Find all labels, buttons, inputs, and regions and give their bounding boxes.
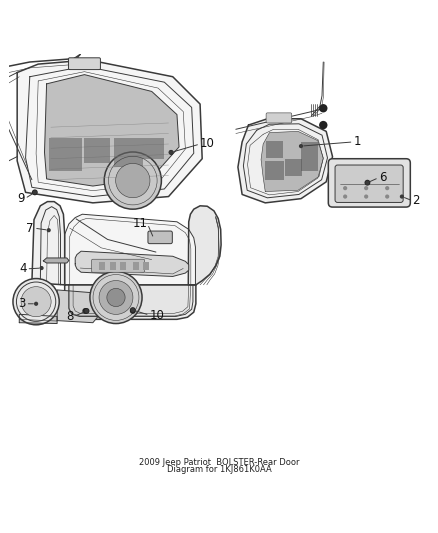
Circle shape (343, 195, 347, 199)
Polygon shape (32, 201, 65, 285)
Text: 9: 9 (17, 192, 25, 205)
Circle shape (130, 308, 136, 314)
Circle shape (385, 186, 389, 190)
Polygon shape (69, 285, 191, 316)
Circle shape (13, 279, 59, 325)
Polygon shape (75, 251, 189, 277)
Circle shape (104, 152, 161, 209)
Circle shape (82, 308, 88, 314)
Text: Diagram for 1KJ861K0AA: Diagram for 1KJ861K0AA (166, 465, 272, 473)
Circle shape (364, 195, 368, 199)
Bar (301, 142, 318, 171)
Bar (265, 161, 284, 180)
Circle shape (400, 195, 404, 199)
Text: 2009 Jeep Patriot  BOLSTER-Rear Door: 2009 Jeep Patriot BOLSTER-Rear Door (139, 458, 299, 467)
Polygon shape (19, 314, 57, 324)
Bar (143, 262, 149, 270)
Text: 10: 10 (150, 309, 165, 321)
Bar (49, 138, 82, 171)
Polygon shape (188, 206, 221, 285)
Polygon shape (65, 214, 195, 285)
Text: 2: 2 (413, 194, 420, 207)
Bar (143, 138, 164, 159)
Circle shape (39, 266, 44, 270)
Circle shape (34, 302, 38, 306)
Polygon shape (261, 131, 323, 191)
Circle shape (319, 104, 328, 112)
Circle shape (151, 235, 155, 240)
FancyBboxPatch shape (266, 113, 292, 123)
Circle shape (319, 121, 328, 130)
Polygon shape (238, 119, 332, 203)
Circle shape (169, 150, 173, 155)
Circle shape (46, 228, 51, 232)
Polygon shape (45, 75, 179, 186)
Circle shape (116, 164, 150, 198)
Bar (266, 141, 283, 158)
Polygon shape (17, 60, 202, 203)
Circle shape (32, 189, 38, 195)
Text: 11: 11 (133, 217, 148, 230)
Bar (110, 262, 116, 270)
Text: 4: 4 (19, 262, 26, 276)
Text: 8: 8 (67, 310, 74, 323)
Circle shape (107, 288, 125, 306)
Circle shape (85, 309, 88, 313)
Circle shape (90, 271, 142, 324)
Polygon shape (65, 285, 196, 319)
Text: 3: 3 (18, 297, 25, 310)
Circle shape (364, 186, 368, 190)
Circle shape (364, 180, 371, 185)
Circle shape (169, 150, 173, 155)
Circle shape (33, 190, 37, 195)
FancyBboxPatch shape (335, 165, 403, 203)
Polygon shape (57, 290, 99, 322)
Text: 6: 6 (379, 171, 386, 184)
FancyBboxPatch shape (148, 231, 172, 244)
Circle shape (343, 186, 347, 190)
Circle shape (21, 287, 51, 317)
Bar (99, 262, 105, 270)
Polygon shape (43, 258, 69, 263)
Bar (120, 262, 126, 270)
Text: 7: 7 (26, 222, 34, 235)
FancyBboxPatch shape (328, 159, 410, 207)
Bar (114, 138, 143, 167)
Circle shape (365, 181, 370, 185)
FancyBboxPatch shape (92, 259, 145, 272)
Circle shape (385, 195, 389, 199)
Circle shape (99, 280, 133, 314)
Bar (85, 138, 110, 163)
Circle shape (299, 144, 303, 148)
FancyBboxPatch shape (68, 58, 100, 70)
Bar (286, 159, 302, 175)
Circle shape (131, 308, 135, 312)
Circle shape (130, 307, 136, 313)
Circle shape (84, 308, 89, 314)
Text: 10: 10 (200, 138, 215, 150)
Bar (133, 262, 139, 270)
Circle shape (152, 237, 156, 241)
Text: 1: 1 (353, 135, 361, 148)
